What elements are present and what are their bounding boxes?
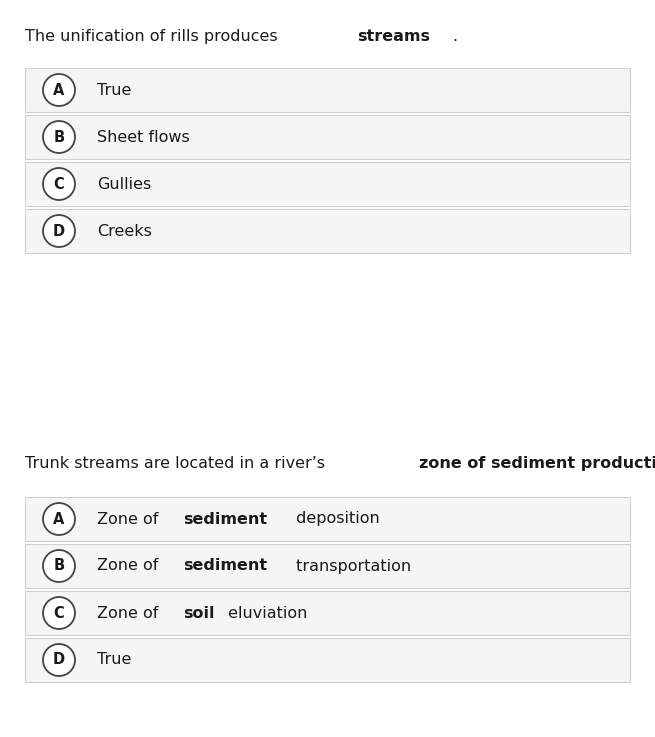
Text: A: A — [53, 83, 65, 97]
Text: eluviation: eluviation — [223, 606, 308, 621]
Text: C: C — [54, 176, 64, 192]
Text: sediment: sediment — [183, 559, 267, 573]
Text: deposition: deposition — [291, 511, 380, 526]
Circle shape — [43, 597, 75, 629]
Text: sediment: sediment — [183, 511, 267, 526]
Text: Creeks: Creeks — [97, 223, 152, 239]
Text: zone of sediment production: zone of sediment production — [419, 455, 655, 470]
Circle shape — [43, 644, 75, 676]
Text: soil: soil — [183, 606, 214, 621]
Text: .: . — [452, 29, 457, 43]
Circle shape — [43, 215, 75, 247]
FancyBboxPatch shape — [25, 638, 630, 682]
FancyBboxPatch shape — [25, 68, 630, 112]
Text: D: D — [53, 652, 65, 668]
Text: transportation: transportation — [291, 559, 411, 573]
Circle shape — [43, 168, 75, 200]
FancyBboxPatch shape — [25, 162, 630, 206]
Text: C: C — [54, 606, 64, 621]
Text: D: D — [53, 223, 65, 239]
Text: B: B — [54, 559, 65, 573]
Text: A: A — [53, 511, 65, 526]
Text: streams: streams — [358, 29, 430, 43]
Circle shape — [43, 550, 75, 582]
Circle shape — [43, 503, 75, 535]
Text: True: True — [97, 652, 132, 668]
Text: B: B — [54, 130, 65, 144]
Text: Zone of: Zone of — [97, 511, 164, 526]
Text: True: True — [97, 83, 132, 97]
FancyBboxPatch shape — [25, 591, 630, 635]
FancyBboxPatch shape — [25, 209, 630, 253]
Text: Sheet flows: Sheet flows — [97, 130, 190, 144]
Circle shape — [43, 74, 75, 106]
Text: Trunk streams are located in a river’s: Trunk streams are located in a river’s — [25, 455, 330, 470]
FancyBboxPatch shape — [25, 544, 630, 588]
FancyBboxPatch shape — [25, 115, 630, 159]
Circle shape — [43, 121, 75, 153]
Text: Zone of: Zone of — [97, 606, 164, 621]
Text: Zone of: Zone of — [97, 559, 164, 573]
Text: The unification of rills produces: The unification of rills produces — [25, 29, 283, 43]
Text: Gullies: Gullies — [97, 176, 151, 192]
FancyBboxPatch shape — [25, 497, 630, 541]
